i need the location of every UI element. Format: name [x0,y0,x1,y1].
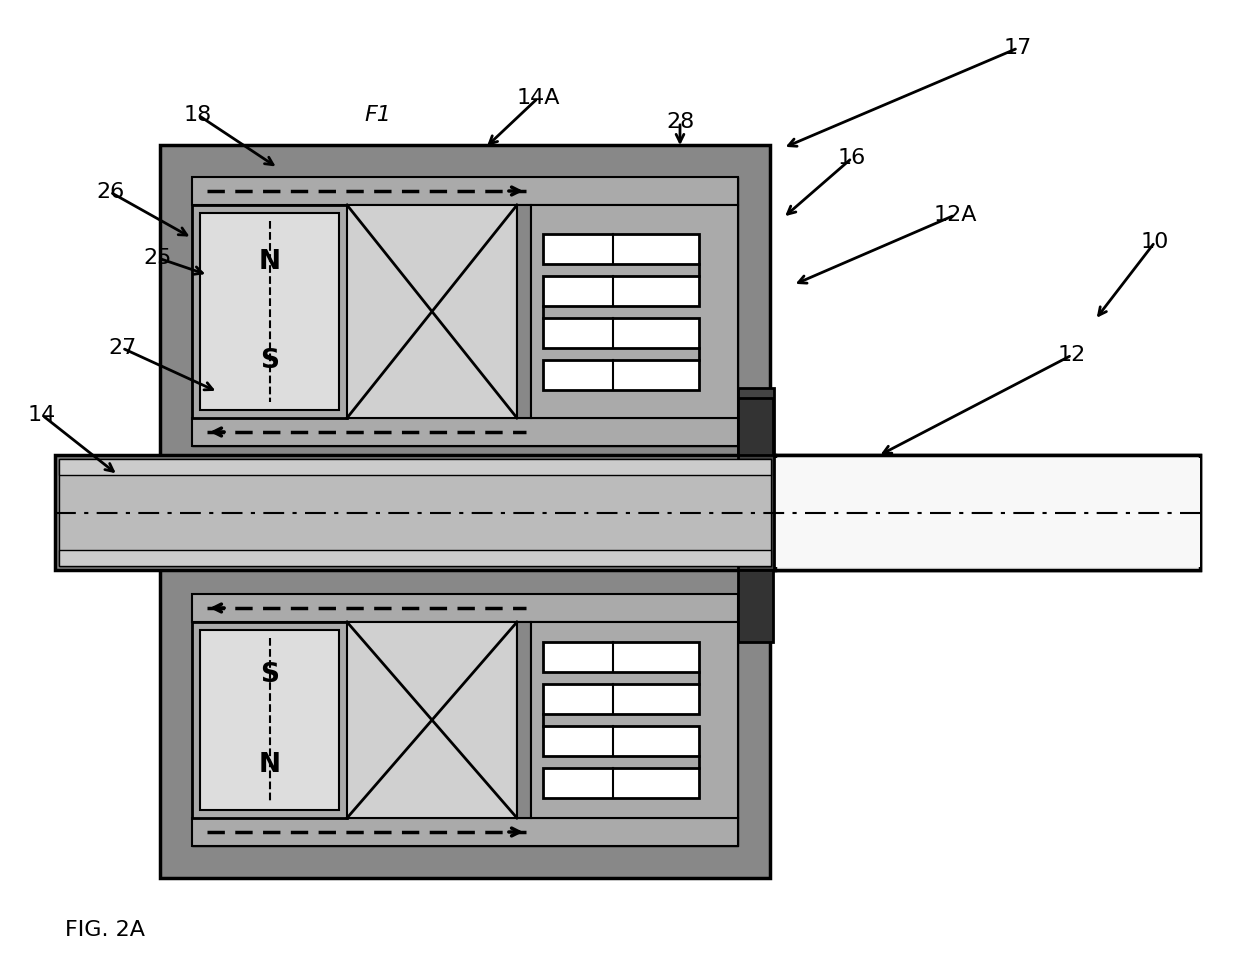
Bar [543,318,698,348]
Bar [60,550,771,566]
Bar [347,205,517,418]
Bar [192,177,738,446]
Bar [192,594,738,846]
Bar [543,684,698,714]
Bar [200,630,339,810]
Text: 27: 27 [108,338,136,358]
Bar [543,359,698,389]
Text: 14A: 14A [516,88,559,108]
Text: 16: 16 [838,148,866,168]
Bar [531,205,738,418]
Bar [543,276,698,306]
Bar [192,205,347,418]
Bar [192,622,347,818]
Text: FIG. 2A: FIG. 2A [64,920,145,940]
Text: 12: 12 [1058,345,1086,365]
Bar [517,205,531,418]
Text: S: S [260,348,279,374]
Text: N: N [258,249,280,275]
Bar [192,418,738,446]
Bar [160,145,770,478]
Bar [773,458,1200,567]
Bar [770,455,1200,570]
Text: 17: 17 [1004,38,1032,58]
Text: 12A: 12A [934,205,977,225]
Bar [347,622,517,818]
Bar [60,459,771,475]
Text: 26: 26 [95,182,124,202]
Bar [543,233,698,263]
Text: 25: 25 [144,248,172,268]
Bar [738,570,773,642]
Bar [517,622,531,818]
Bar [738,398,773,455]
Bar [531,622,738,818]
Bar [543,642,698,672]
Text: 28: 28 [666,112,694,132]
Bar [543,726,698,756]
Bar [192,177,738,205]
Text: 18: 18 [184,105,212,125]
Bar [160,562,770,878]
Bar [543,768,698,798]
Text: F1: F1 [365,105,392,125]
Bar [192,818,738,846]
Bar [55,455,775,570]
Bar [774,455,1200,570]
Bar [60,459,771,566]
Text: 14: 14 [27,405,56,425]
Text: 10: 10 [1141,232,1169,252]
Text: S: S [260,662,279,688]
Bar [192,594,738,622]
Bar [200,213,339,410]
Bar [738,388,774,570]
Text: N: N [258,752,280,778]
